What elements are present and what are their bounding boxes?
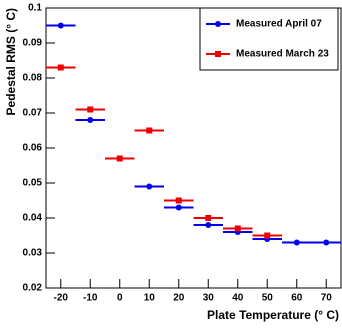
x-tick-label: 20 (173, 293, 185, 304)
y-tick-label: 0.02 (23, 283, 43, 294)
x-tick-label: 70 (321, 293, 333, 304)
y-tick-label: 0.03 (23, 248, 43, 259)
data-point (146, 127, 153, 134)
data-point (57, 64, 64, 71)
legend-label: Measured April 07 (236, 19, 322, 30)
data-point (323, 239, 330, 246)
data-point (205, 222, 212, 228)
x-tick-label: 40 (232, 293, 244, 304)
data-point (205, 215, 212, 221)
data-point (293, 239, 300, 246)
x-tick-label: 10 (144, 293, 156, 304)
x-tick-label: 50 (262, 293, 274, 304)
x-tick-label: 60 (291, 293, 303, 304)
y-tick-label: 0.07 (23, 108, 43, 119)
data-point (57, 22, 64, 29)
y-tick-label: 0.1 (28, 3, 42, 14)
legend-box (199, 7, 339, 71)
y-tick-label: 0.04 (23, 213, 43, 224)
data-point (175, 204, 182, 211)
y-tick-label: 0.08 (23, 73, 43, 84)
x-tick-label: -20 (54, 293, 69, 304)
x-axis-title: Plate Temperature (° C) (207, 308, 339, 322)
y-tick-label: 0.09 (23, 38, 43, 49)
y-axis-title: Pedestal RMS (° C) (4, 8, 18, 115)
data-point (116, 155, 123, 162)
data-point (175, 197, 182, 204)
legend-marker (215, 51, 221, 57)
y-tick-label: 0.05 (23, 178, 43, 189)
y-tick-label: 0.06 (23, 143, 43, 154)
data-point (87, 106, 94, 113)
x-tick-label: 30 (203, 293, 215, 304)
x-tick-label: -10 (83, 293, 98, 304)
legend-label: Measured March 23 (236, 49, 329, 60)
data-point (234, 225, 241, 232)
data-point (264, 232, 271, 239)
legend-marker (215, 21, 221, 27)
data-point (87, 117, 94, 123)
x-tick-label: 0 (117, 293, 123, 304)
data-point (146, 183, 153, 190)
